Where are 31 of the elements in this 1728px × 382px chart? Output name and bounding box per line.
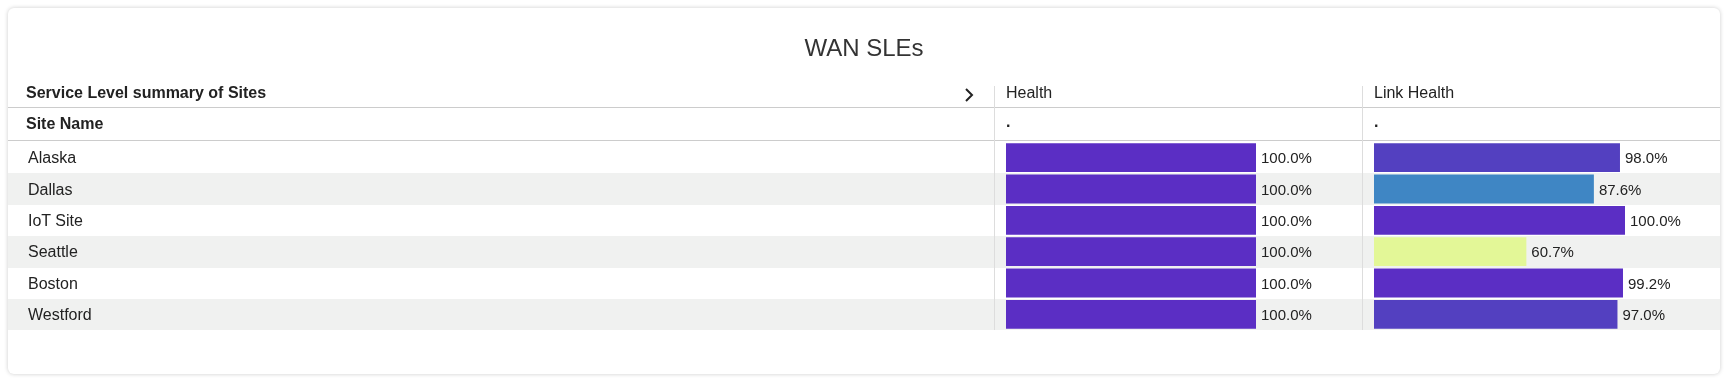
bar	[1374, 299, 1618, 329]
text: .	[1006, 113, 1011, 131]
x-axis-title: Link Health	[1374, 84, 1455, 102]
data-label: 99.2%	[1627, 274, 1671, 292]
data-label: 98.0%	[1624, 149, 1668, 167]
y-axis-title: Site Name	[26, 115, 104, 133]
text: Service Level summary of Sites	[26, 84, 267, 102]
bar	[1374, 268, 1623, 298]
data-label: 100.0%	[1261, 180, 1312, 198]
data-label: 87.6%	[1598, 180, 1642, 198]
x-axis-title: Health	[1006, 84, 1053, 102]
bar	[1374, 205, 1625, 235]
data-label: 100.0%	[1261, 211, 1312, 229]
y-tick-label: Boston	[28, 274, 78, 292]
y-tick-label: Alaska	[28, 149, 77, 167]
y-tick-label: Dallas	[28, 180, 73, 198]
bar	[1374, 237, 1527, 267]
data-label: 100.0%	[1261, 149, 1312, 167]
y-tick-label: Westford	[28, 305, 92, 323]
y-tick-label: Seattle	[28, 243, 78, 261]
bar	[1374, 143, 1620, 173]
data-label: 100.0%	[1630, 211, 1681, 229]
chart-title: WAN SLEs	[803, 34, 925, 62]
bar	[1374, 174, 1594, 204]
data-label: 100.0%	[1261, 243, 1312, 261]
data-label: 60.7%	[1531, 243, 1574, 261]
data-label: 100.0%	[1261, 305, 1312, 323]
data-label: 100.0%	[1261, 274, 1312, 292]
text: .	[1374, 113, 1379, 131]
data-label: 97.0%	[1622, 305, 1666, 323]
y-tick-label: IoT Site	[28, 211, 83, 229]
